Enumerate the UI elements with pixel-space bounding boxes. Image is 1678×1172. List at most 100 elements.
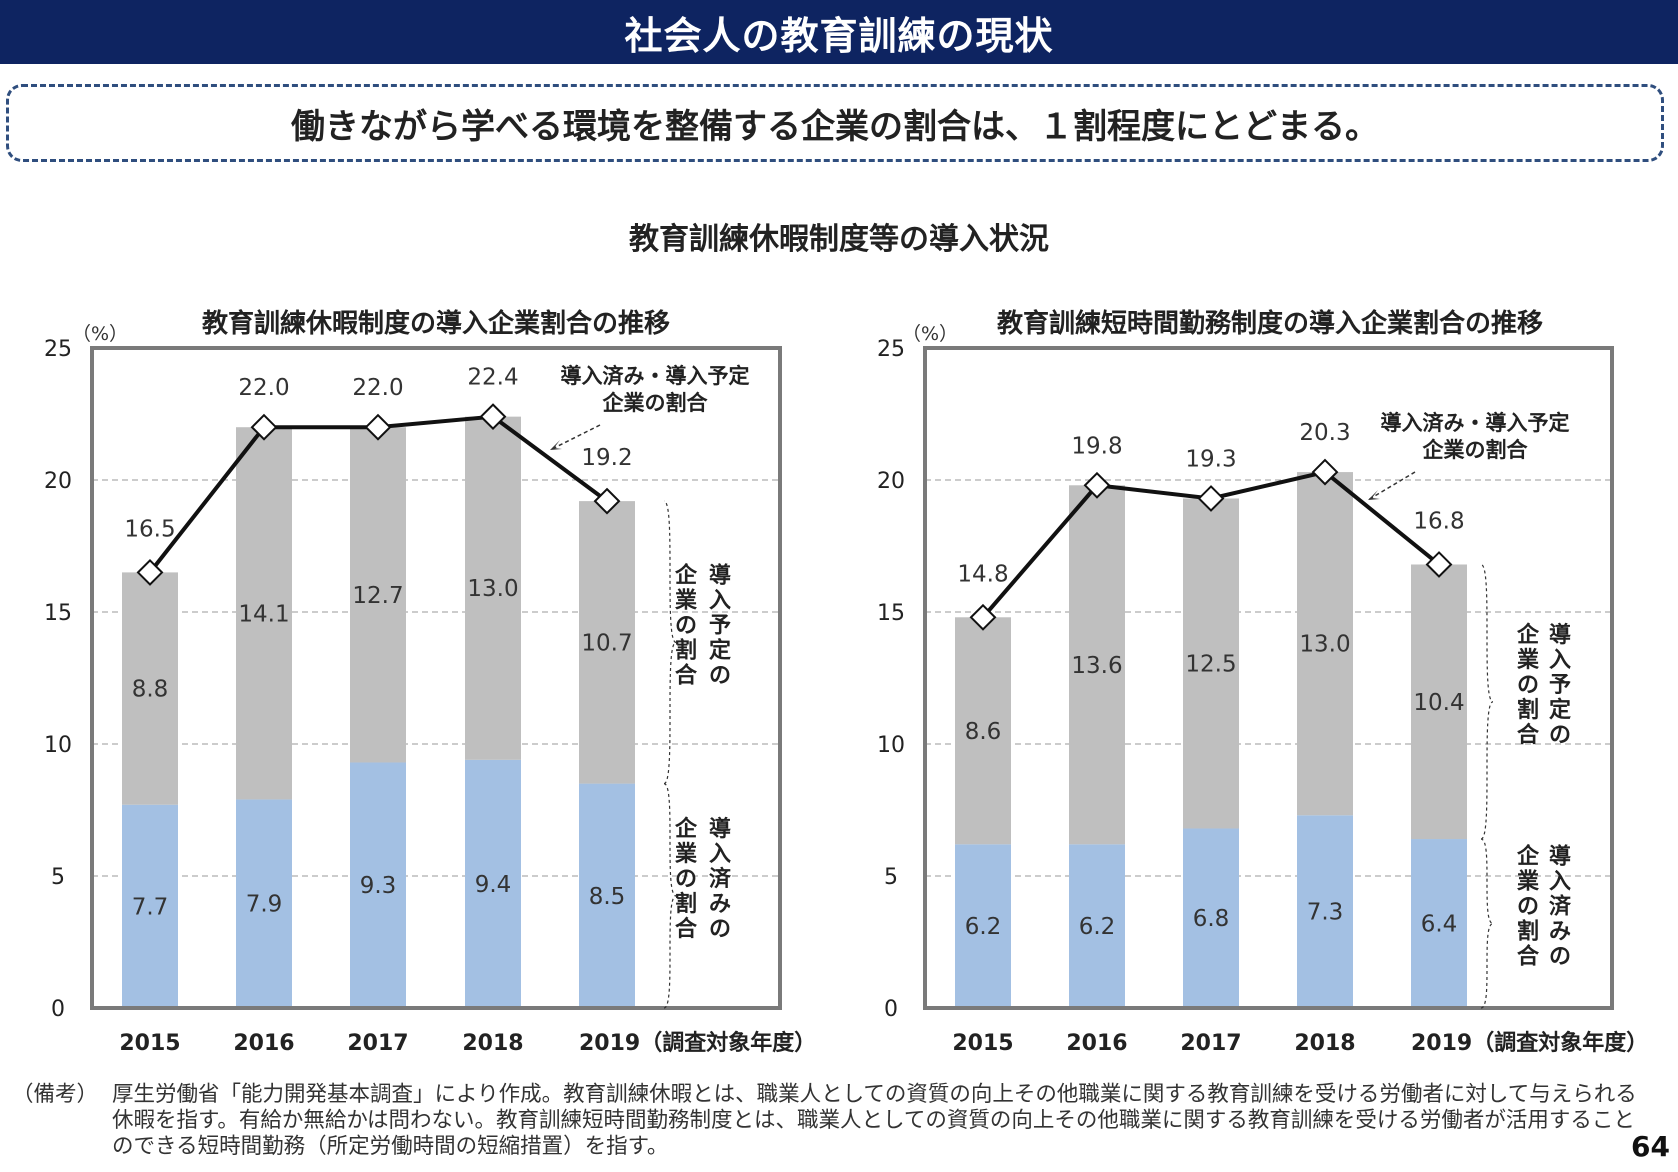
x-tick-label: 2017 bbox=[1180, 1031, 1241, 1056]
footnote-label: （備考） bbox=[12, 1082, 99, 1107]
y-tick-label: 5 bbox=[884, 865, 898, 890]
svg-text:導: 導 bbox=[709, 562, 731, 588]
data-label-planned: 13.0 bbox=[467, 576, 518, 602]
svg-text:の: の bbox=[1549, 723, 1571, 748]
unit-label: （%） bbox=[902, 323, 958, 345]
line-marker bbox=[364, 413, 392, 441]
data-label-implemented: 8.5 bbox=[589, 884, 626, 910]
y-tick-label: 10 bbox=[44, 733, 72, 758]
svg-text:予: 予 bbox=[1549, 673, 1571, 698]
data-label-planned: 12.5 bbox=[1185, 651, 1236, 677]
x-tick-label: 2019（調査対象年度） bbox=[1411, 1030, 1648, 1056]
svg-text:導: 導 bbox=[709, 816, 731, 842]
headline-text: 働きながら学べる環境を整備する企業の割合は、１割程度にとどまる。 bbox=[291, 106, 1379, 147]
section-title: 教育訓練休暇制度等の導入状況 bbox=[629, 222, 1049, 257]
x-tick-label: 2015 bbox=[119, 1031, 180, 1056]
x-tick-label: 2018 bbox=[1294, 1031, 1355, 1056]
svg-text:定: 定 bbox=[1549, 697, 1571, 723]
data-label-planned: 8.8 bbox=[132, 677, 169, 703]
svg-text:入: 入 bbox=[709, 588, 731, 613]
brace-planned bbox=[1480, 563, 1494, 840]
svg-text:済: 済 bbox=[1549, 894, 1572, 920]
svg-text:業: 業 bbox=[1517, 648, 1540, 673]
data-label-total: 19.3 bbox=[1185, 446, 1236, 472]
svg-text:み: み bbox=[1549, 920, 1571, 945]
y-tick-label: 0 bbox=[884, 997, 898, 1022]
line-marker bbox=[1425, 551, 1453, 578]
line-marker bbox=[1311, 458, 1339, 486]
svg-text:導: 導 bbox=[1549, 622, 1571, 648]
data-label-planned: 13.6 bbox=[1071, 653, 1122, 679]
y-tick-label: 10 bbox=[877, 733, 905, 758]
plot-frame bbox=[923, 346, 1614, 1010]
bar-planned bbox=[955, 617, 1011, 845]
bar-implemented bbox=[1411, 839, 1467, 1008]
brace-label-implemented: 企業の割合 bbox=[1516, 844, 1540, 970]
x-tick-label: 2015 bbox=[952, 1031, 1013, 1056]
data-label-total: 20.3 bbox=[1299, 420, 1350, 446]
line-annotation: 企業の割合 bbox=[1422, 438, 1529, 462]
y-tick-label: 25 bbox=[877, 337, 905, 362]
data-label-total: 19.8 bbox=[1071, 433, 1122, 459]
annotation-arrow bbox=[1367, 471, 1416, 501]
annotation-arrow bbox=[549, 424, 601, 451]
line-marker bbox=[479, 403, 507, 431]
bar-planned bbox=[122, 572, 178, 805]
bar-planned bbox=[350, 427, 406, 763]
data-label-implemented: 7.3 bbox=[1307, 900, 1344, 926]
brace-label-planned: 企業の割合 bbox=[1516, 622, 1540, 748]
x-tick-label: 2016 bbox=[1066, 1031, 1127, 1056]
brace-implemented bbox=[663, 783, 677, 1009]
bar-implemented bbox=[579, 783, 635, 1008]
page-title: 社会人の教育訓練の現状 bbox=[0, 0, 1678, 64]
svg-text:の: の bbox=[1549, 945, 1571, 970]
svg-text:の: の bbox=[675, 867, 697, 892]
svg-text:み: み bbox=[709, 892, 731, 917]
data-label-implemented: 6.4 bbox=[1421, 912, 1458, 938]
y-tick-label: 5 bbox=[51, 865, 65, 890]
data-label-implemented: 6.2 bbox=[965, 914, 1002, 940]
bar-planned bbox=[1297, 472, 1353, 816]
line-annotation: 導入済み・導入予定 bbox=[561, 364, 750, 388]
data-label-implemented: 9.4 bbox=[475, 872, 512, 898]
line-marker bbox=[969, 603, 997, 631]
chart-training-leave: 教育訓練休暇制度の導入企業割合の推移 （%） 0 5 10 15 20 25 7.7 8.8 201… bbox=[44, 308, 816, 1056]
data-label-implemented: 7.7 bbox=[132, 894, 169, 920]
svg-text:業: 業 bbox=[675, 842, 698, 867]
svg-text:合: 合 bbox=[675, 916, 698, 942]
data-label-planned: 12.7 bbox=[352, 583, 403, 609]
svg-text:企: 企 bbox=[674, 816, 698, 842]
svg-text:企: 企 bbox=[1516, 844, 1540, 870]
svg-text:の: の bbox=[1517, 673, 1539, 698]
svg-text:割: 割 bbox=[675, 637, 697, 663]
bar-implemented bbox=[350, 762, 406, 1008]
svg-text:の: の bbox=[675, 613, 697, 638]
data-label-total: 22.4 bbox=[467, 365, 518, 391]
annotation-arrowhead bbox=[1368, 490, 1380, 500]
bar-planned bbox=[1069, 485, 1125, 845]
data-label-total: 19.2 bbox=[581, 445, 632, 471]
y-tick-label: 0 bbox=[51, 997, 65, 1022]
svg-text:の: の bbox=[709, 663, 731, 688]
data-label-total: 16.8 bbox=[1413, 508, 1464, 534]
x-tick-label: 2019（調査対象年度） bbox=[579, 1030, 816, 1056]
svg-text:合: 合 bbox=[1517, 944, 1540, 970]
svg-text:合: 合 bbox=[1517, 722, 1540, 748]
line-annotation: 導入済み・導入予定 bbox=[1381, 411, 1570, 435]
svg-text:企: 企 bbox=[674, 562, 698, 588]
svg-text:割: 割 bbox=[1517, 919, 1539, 945]
chart-title: 教育訓練短時間勤務制度の導入企業割合の推移 bbox=[997, 308, 1543, 339]
data-label-implemented: 9.3 bbox=[360, 873, 397, 899]
brace-planned bbox=[663, 500, 677, 785]
data-label-implemented: 7.9 bbox=[246, 892, 283, 918]
bar-planned bbox=[1411, 564, 1467, 840]
svg-text:の: の bbox=[1517, 895, 1539, 920]
data-label-planned: 8.6 bbox=[965, 719, 1002, 745]
data-label-implemented: 6.8 bbox=[1193, 906, 1230, 932]
svg-text:導: 導 bbox=[1549, 844, 1571, 870]
svg-text:業: 業 bbox=[1517, 870, 1540, 895]
unit-label: （%） bbox=[72, 323, 128, 345]
